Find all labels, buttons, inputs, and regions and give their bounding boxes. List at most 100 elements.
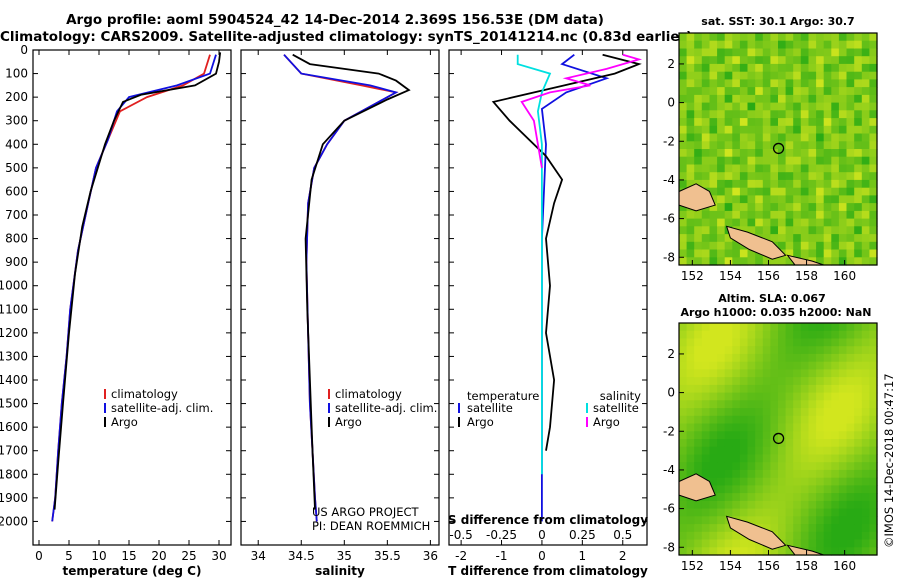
map-cell (808, 172, 817, 181)
map-cell (778, 531, 787, 541)
map-cell (694, 164, 703, 173)
map-cell (717, 203, 726, 212)
map-cell (861, 408, 870, 417)
map-cell (717, 71, 726, 80)
legend-label: Argo (111, 415, 138, 429)
map-cell (694, 125, 703, 135)
map-cell (679, 384, 688, 394)
map-cell (861, 125, 870, 135)
map-cell (869, 210, 878, 220)
map-cell (709, 361, 718, 370)
map-cell (755, 79, 764, 88)
map-cell (800, 346, 809, 355)
map-cell (808, 195, 817, 204)
map-cell (724, 102, 733, 111)
map-cell (838, 446, 848, 455)
map-cell (800, 323, 809, 332)
map-cell (762, 408, 771, 417)
map-cell (762, 377, 771, 386)
map-cell (785, 241, 794, 251)
map-cell (694, 446, 703, 455)
map-cell (778, 547, 787, 556)
map-cell (717, 149, 726, 158)
map-cell (823, 94, 832, 104)
map-cell (770, 369, 779, 378)
map-cell (800, 63, 809, 73)
map-cell (823, 102, 832, 111)
ytick-label: 0 (667, 96, 675, 110)
map-cell (831, 384, 840, 394)
map-cell (854, 195, 863, 204)
map-cell (679, 226, 688, 235)
map-cell (755, 323, 764, 332)
map-cell (793, 33, 802, 42)
map-cell (686, 241, 695, 251)
map-cell (686, 234, 695, 243)
map-cell (823, 210, 832, 220)
map-cell (854, 439, 863, 448)
map-cell (747, 40, 756, 49)
map-cell (701, 172, 710, 181)
map-cell (747, 392, 756, 401)
map-cell (739, 500, 749, 510)
map-cell (823, 118, 832, 127)
map-cell (778, 40, 787, 49)
map-cell (831, 125, 840, 135)
map-cell (808, 241, 817, 251)
map-cell (785, 257, 794, 266)
map-cell (846, 125, 855, 135)
map-cell (739, 477, 749, 486)
map-cell (831, 361, 840, 370)
map-cell (724, 110, 733, 119)
map-cell (793, 210, 802, 220)
map-cell (785, 485, 794, 494)
map-cell (869, 454, 878, 463)
map-cell (755, 439, 764, 448)
map-cell (800, 125, 809, 135)
map-cell (808, 141, 817, 150)
map-cell (679, 141, 688, 150)
map-cell (686, 400, 695, 409)
map-cell (816, 118, 825, 127)
map-cell (679, 94, 688, 104)
map-cell (831, 330, 840, 339)
map-cell (724, 48, 733, 57)
map-cell (762, 323, 771, 332)
map-cell (861, 547, 870, 556)
map-cell (762, 508, 771, 517)
ytick-label: 2 (667, 347, 675, 361)
map-cell (854, 234, 863, 243)
map-cell (778, 94, 787, 104)
map-cell (785, 133, 794, 142)
xtick-label: 10 (91, 549, 106, 563)
map-cell (694, 118, 703, 127)
map-cell (838, 423, 848, 432)
map-cell (838, 195, 848, 204)
map-cell (785, 384, 794, 394)
map-cell (762, 79, 771, 88)
map-cell (724, 469, 733, 479)
map-cell (762, 431, 771, 440)
map-cell (785, 63, 794, 73)
map-cell (846, 485, 855, 494)
map-cell (770, 469, 779, 479)
map-cell (838, 408, 848, 417)
map-cell (854, 462, 863, 471)
map-cell (846, 149, 855, 158)
map-cell (823, 241, 832, 251)
map-cell (770, 71, 779, 80)
map-cell (800, 141, 809, 150)
map-cell (762, 547, 771, 556)
map-cell (739, 210, 749, 220)
map-cell (709, 431, 718, 440)
map-cell (755, 33, 764, 42)
map-cell (816, 500, 825, 510)
series-line-t-argo (491, 53, 642, 451)
map-cell (739, 63, 749, 73)
map-cell (793, 477, 802, 486)
map-cell (785, 415, 794, 425)
map-cell (701, 454, 710, 463)
map-cell (831, 400, 840, 409)
map-cell (854, 469, 863, 479)
map-cell (831, 63, 840, 73)
